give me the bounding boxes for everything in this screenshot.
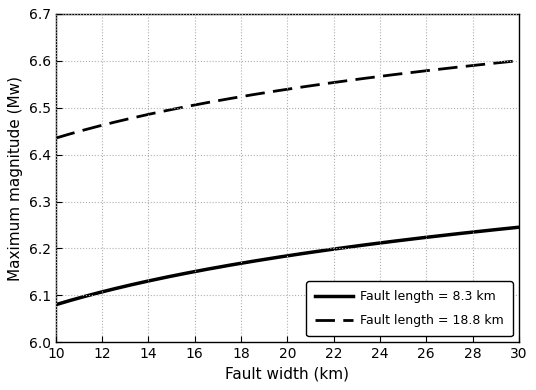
Fault length = 18.8 km	[303, 84, 310, 89]
Fault length = 18.8 km	[504, 59, 511, 64]
Y-axis label: Maximum magnitude (Mw): Maximum magnitude (Mw)	[9, 76, 24, 280]
Fault length = 18.8 km	[328, 80, 334, 85]
Fault length = 8.3 km	[276, 255, 282, 259]
Fault length = 18.8 km	[53, 136, 59, 140]
Fault length = 18.8 km	[516, 58, 522, 63]
Fault length = 8.3 km	[328, 247, 334, 252]
Fault length = 8.3 km	[273, 255, 279, 260]
X-axis label: Fault width (km): Fault width (km)	[226, 367, 349, 382]
Fault length = 18.8 km	[432, 67, 438, 72]
Fault length = 8.3 km	[432, 234, 438, 239]
Fault length = 8.3 km	[53, 302, 59, 307]
Legend: Fault length = 8.3 km, Fault length = 18.8 km: Fault length = 8.3 km, Fault length = 18…	[307, 281, 512, 336]
Fault length = 8.3 km	[504, 226, 511, 231]
Fault length = 8.3 km	[516, 225, 522, 230]
Fault length = 18.8 km	[273, 89, 279, 93]
Line: Fault length = 8.3 km: Fault length = 8.3 km	[56, 227, 519, 305]
Fault length = 8.3 km	[303, 251, 310, 255]
Fault length = 18.8 km	[276, 88, 282, 93]
Line: Fault length = 18.8 km: Fault length = 18.8 km	[56, 60, 519, 138]
